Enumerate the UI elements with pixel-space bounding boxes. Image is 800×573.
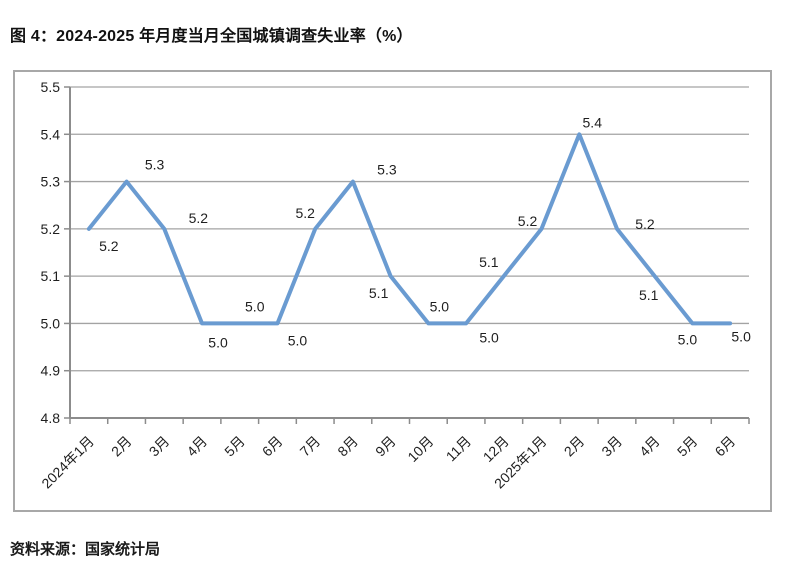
chart-container: 5.5 5.4 5.3 5.2 5.1 5.0 4.9 4.8 5.2 5.3 5.2 5.0 5.0 5… [13, 70, 772, 512]
x-axis-label: 7月 [297, 433, 324, 460]
x-axis-label: 10月 [404, 433, 436, 465]
x-axis-label: 12月 [480, 433, 512, 465]
data-label: 5.2 [518, 213, 538, 229]
x-axis-label: 5月 [221, 433, 248, 460]
x-axis-label: 4月 [636, 433, 663, 460]
data-label: 5.2 [99, 238, 119, 254]
source-note: 资料来源：国家统计局 [10, 541, 161, 558]
x-axis-label: 11月 [443, 433, 474, 464]
data-label: 5.0 [479, 329, 499, 345]
data-label: 5.0 [208, 334, 228, 350]
data-label: 5.2 [189, 210, 209, 226]
data-label: 5.0 [430, 298, 450, 314]
x-axis-label: 3月 [146, 433, 173, 460]
x-axis-label: 3月 [598, 433, 625, 460]
data-label: 5.0 [245, 298, 265, 314]
y-axis-label: 5.1 [41, 268, 61, 284]
x-axis-label: 2月 [108, 433, 135, 460]
x-axis-label: 2月 [561, 433, 588, 460]
figure-title: 图 4：2024-2025 年月度当月全国城镇调查失业率（%） [10, 28, 413, 45]
y-axis-label: 5.2 [41, 221, 61, 237]
x-axis-label: 5月 [674, 433, 701, 460]
line-chart: 5.5 5.4 5.3 5.2 5.1 5.0 4.9 4.8 5.2 5.3 5.2 5.0 5.0 5… [38, 79, 751, 492]
x-axis-label: 2024年1月 [38, 433, 97, 492]
y-axis-label: 4.9 [41, 363, 61, 379]
data-label: 5.2 [295, 205, 315, 221]
series-line [86, 132, 733, 326]
data-label: 5.2 [635, 216, 655, 232]
data-label: 5.4 [583, 114, 603, 130]
x-axis-label: 6月 [259, 433, 286, 460]
y-axis-label: 5.3 [41, 174, 61, 190]
data-label: 5.0 [678, 331, 698, 347]
x-axis-label: 8月 [334, 433, 361, 460]
y-axis-label: 4.8 [41, 410, 61, 426]
data-label: 5.1 [369, 285, 389, 301]
data-label: 5.0 [731, 328, 751, 344]
y-axis-label: 5.5 [41, 79, 61, 95]
data-label: 5.3 [145, 157, 165, 173]
data-label: 5.0 [288, 332, 308, 348]
y-axis-label: 5.0 [41, 315, 61, 331]
data-label: 5.1 [639, 287, 659, 303]
data-label: 5.1 [479, 254, 499, 270]
x-axis-label: 9月 [372, 433, 399, 460]
y-axis-label: 5.4 [41, 126, 61, 142]
data-label: 5.3 [377, 162, 397, 178]
x-axis-label: 4月 [183, 433, 210, 460]
x-axis-label: 6月 [712, 433, 739, 460]
